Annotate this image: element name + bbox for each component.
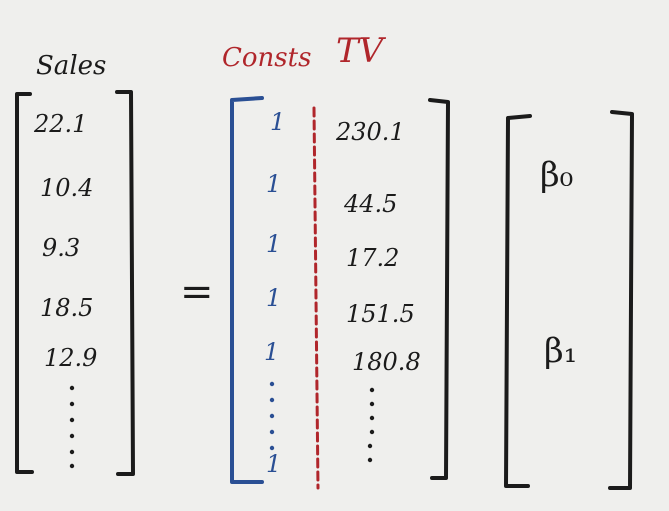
const-value: 1 — [270, 108, 285, 136]
beta-left-bracket — [504, 114, 532, 488]
consts-header: Consts — [222, 43, 311, 73]
sales-value: 22.1 — [33, 110, 87, 138]
design-matrix-right-bracket — [428, 98, 450, 480]
equals-sign: = — [180, 269, 214, 315]
design-matrix-left-bracket — [230, 96, 264, 484]
beta-value: β₁ — [544, 331, 577, 371]
column-divider — [312, 106, 320, 490]
sales-value: 10.4 — [40, 174, 93, 202]
tv-value: 151.5 — [346, 300, 415, 328]
const-value: 1 — [266, 170, 281, 198]
sales-right-bracket — [115, 90, 135, 476]
tv-ellipsis — [367, 387, 375, 463]
sales-value: 9.3 — [42, 234, 80, 262]
consts-ellipsis — [269, 381, 275, 451]
tv-value: 230.1 — [335, 118, 405, 146]
tv-header: TV — [336, 31, 387, 71]
tv-value: 180.8 — [352, 348, 421, 376]
sales-left-bracket — [15, 92, 34, 474]
sales-value: 12.9 — [44, 344, 97, 372]
const-value: 1 — [266, 284, 281, 312]
tv-value: 44.5 — [343, 190, 397, 218]
const-value: 1 — [266, 450, 281, 478]
sales-ellipsis — [69, 385, 75, 469]
sales-value: 18.5 — [40, 294, 93, 322]
tv-value: 17.2 — [346, 244, 399, 272]
const-value: 1 — [264, 338, 279, 366]
sales-header: Sales — [36, 51, 106, 81]
beta-value: β₀ — [540, 155, 573, 195]
const-value: 1 — [266, 230, 281, 258]
beta-right-bracket — [608, 110, 634, 490]
